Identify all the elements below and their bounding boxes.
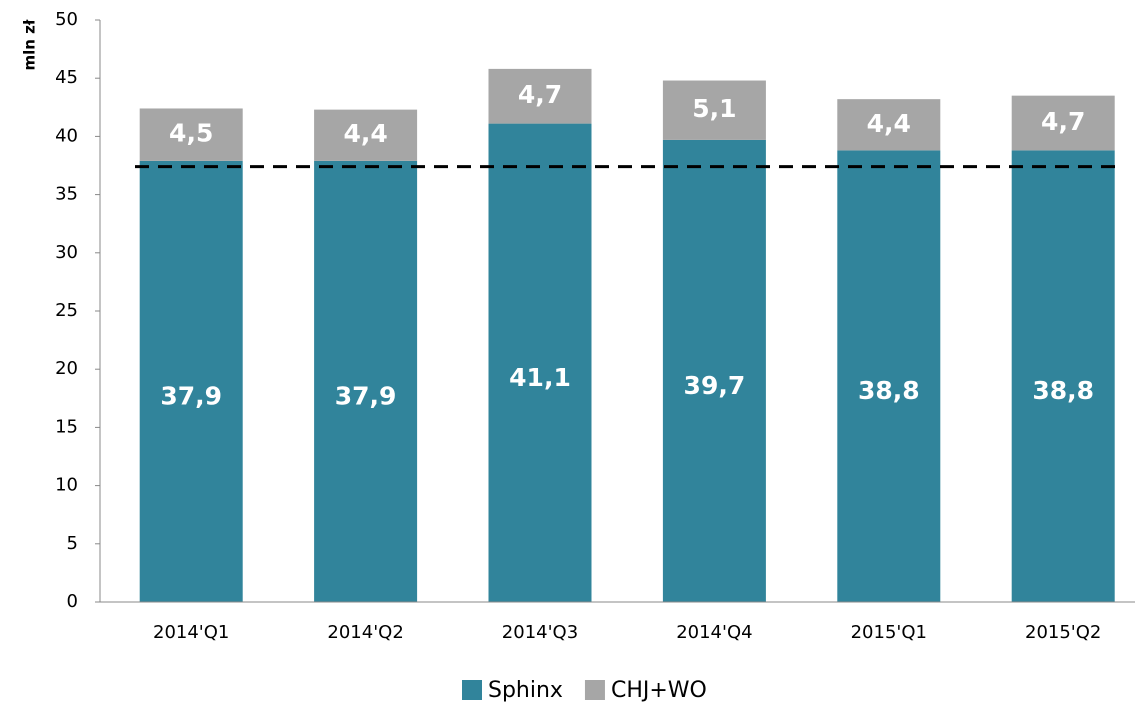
value-label: 4,7 bbox=[1041, 107, 1085, 136]
legend-swatch bbox=[584, 680, 605, 700]
bar-segment bbox=[1011, 95, 1115, 151]
value-label: 38,8 bbox=[858, 376, 920, 405]
bar-segment bbox=[662, 80, 766, 140]
bar-segment bbox=[837, 150, 941, 603]
y-tick-label: 50 bbox=[55, 9, 78, 30]
bar-segment bbox=[1011, 150, 1115, 603]
y-tick-label: 0 bbox=[67, 591, 78, 612]
legend-label: CHJ+WO bbox=[611, 678, 707, 703]
legend-label: Sphinx bbox=[488, 678, 563, 703]
value-label: 4,5 bbox=[169, 119, 213, 148]
bar-segment bbox=[314, 109, 418, 161]
y-axis-label: mln zł bbox=[21, 19, 39, 70]
value-label: 41,1 bbox=[509, 363, 571, 392]
value-label: 5,1 bbox=[692, 94, 736, 123]
x-tick-label: 2014'Q4 bbox=[676, 622, 752, 643]
value-label: 37,9 bbox=[335, 381, 397, 410]
bar-segment bbox=[139, 160, 243, 602]
y-tick-label: 20 bbox=[55, 358, 78, 379]
y-tick-label: 30 bbox=[55, 242, 78, 263]
value-label: 4,7 bbox=[518, 80, 562, 109]
legend-swatch bbox=[462, 680, 482, 700]
x-tick-label: 2015'Q1 bbox=[851, 622, 927, 643]
value-label: 39,7 bbox=[684, 371, 746, 400]
bar-segment bbox=[837, 99, 941, 151]
x-tick-label: 2014'Q1 bbox=[153, 622, 229, 643]
bar-segment bbox=[139, 108, 243, 161]
y-tick-label: 25 bbox=[55, 300, 78, 321]
y-tick-label: 15 bbox=[55, 416, 78, 437]
value-label: 37,9 bbox=[160, 381, 222, 410]
x-tick-label: 2014'Q3 bbox=[502, 622, 578, 643]
bar-segment bbox=[488, 123, 592, 602]
bar-segment bbox=[314, 160, 418, 602]
value-label: 4,4 bbox=[867, 109, 911, 138]
y-tick-label: 5 bbox=[67, 533, 78, 554]
y-tick-label: 35 bbox=[55, 184, 78, 205]
x-tick-label: 2015'Q2 bbox=[1025, 622, 1101, 643]
value-label: 38,8 bbox=[1032, 376, 1094, 405]
y-tick-label: 40 bbox=[55, 125, 78, 146]
y-tick-label: 45 bbox=[55, 67, 78, 88]
y-tick-label: 10 bbox=[55, 475, 78, 496]
value-label: 4,4 bbox=[343, 119, 387, 148]
x-tick-label: 2014'Q2 bbox=[327, 622, 403, 643]
bar-segment bbox=[488, 68, 592, 124]
bar-segment bbox=[662, 139, 766, 602]
